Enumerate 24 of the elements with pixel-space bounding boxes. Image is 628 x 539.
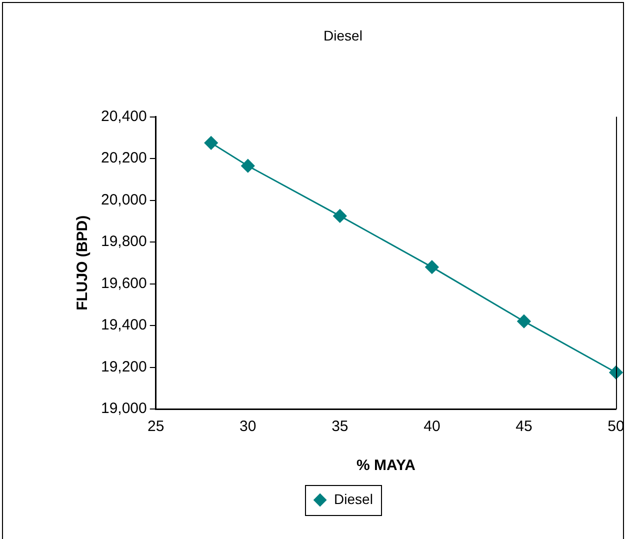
chart-title: Diesel: [324, 27, 362, 44]
legend-label: Diesel: [334, 490, 373, 507]
x-tick-label: 30: [240, 418, 256, 436]
x-tick-label: 45: [516, 418, 532, 436]
x-tick-label: 40: [424, 418, 440, 436]
point: [241, 159, 255, 173]
y-tick-label: 20,000: [100, 191, 147, 208]
y-tick-label: 19,800: [100, 233, 147, 250]
point: [333, 209, 347, 223]
y-tick-label: 20,400: [100, 108, 147, 125]
x-tick-label: 50: [608, 418, 624, 436]
x-axis-title: % MAYA: [356, 457, 416, 474]
y-tick-label: 19,000: [100, 400, 147, 418]
x-tick-label: 35: [332, 418, 348, 436]
y-tick-label: 19,600: [100, 274, 147, 292]
y-tick-label: 20,200: [100, 150, 147, 167]
x-tick-label: 25: [148, 418, 164, 436]
point: [204, 136, 218, 150]
point: [517, 314, 531, 328]
point: [609, 366, 623, 380]
y-tick-label: 19,400: [100, 316, 147, 334]
y-tick-label: 19,200: [100, 358, 147, 376]
point: [425, 260, 439, 274]
y-axis-title: FLUJO (BPD): [74, 215, 92, 310]
